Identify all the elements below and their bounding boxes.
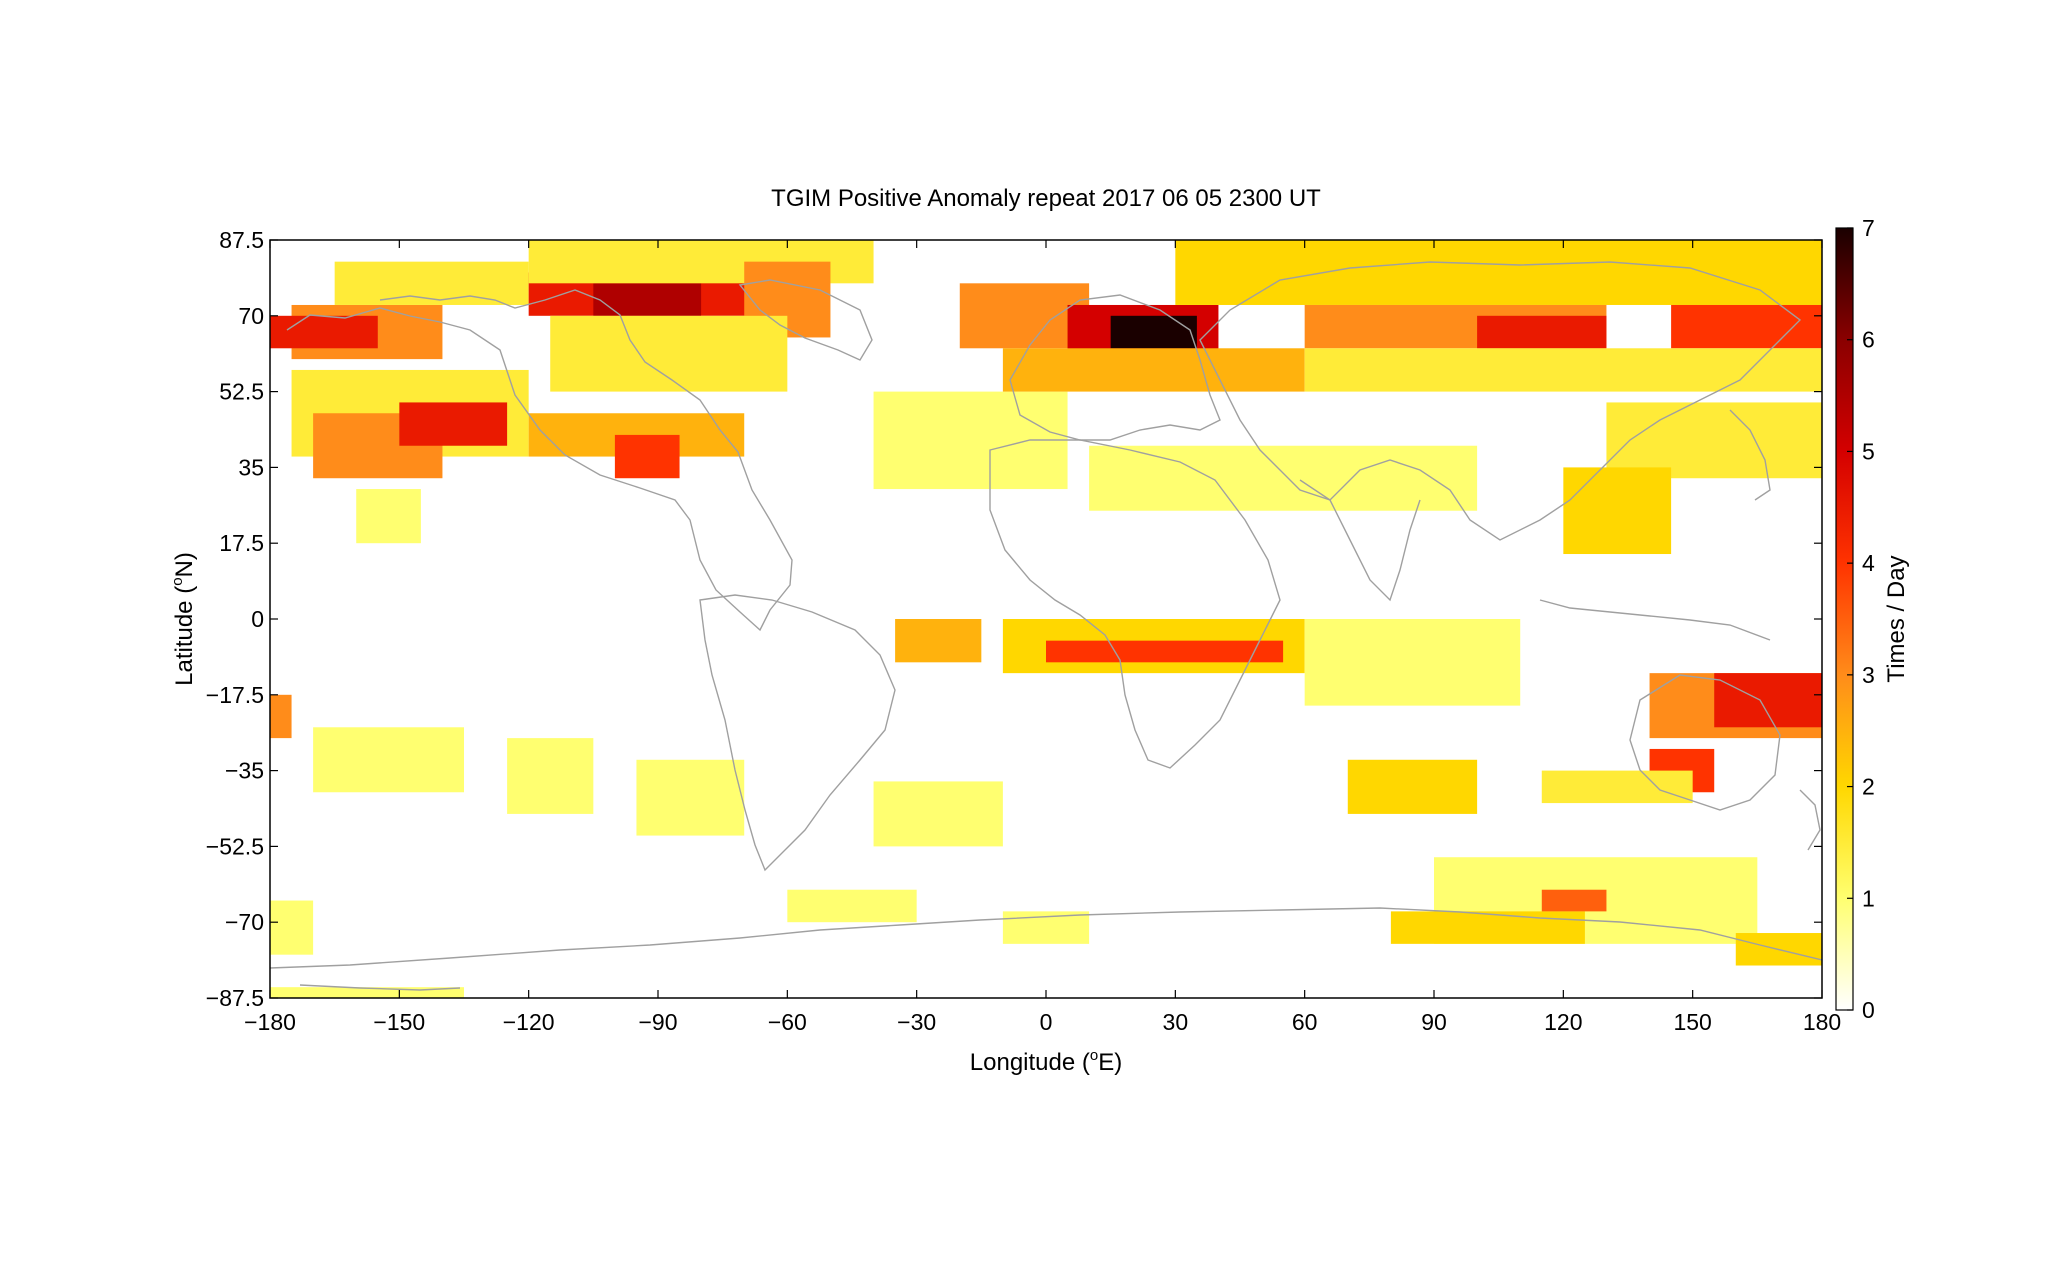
heatmap-cell-8 bbox=[593, 283, 702, 316]
heatmap-cell-17 bbox=[1110, 315, 1197, 349]
x-tick-label: 120 bbox=[1544, 1009, 1582, 1035]
coast-antarctica bbox=[270, 907, 1822, 969]
heatmap-cell-21 bbox=[1477, 315, 1607, 349]
y-tick-label: 52.5 bbox=[219, 379, 264, 405]
coast-new-zealand bbox=[1799, 789, 1821, 851]
colorbar-tick-label: 1 bbox=[1862, 885, 1875, 911]
coast-africa bbox=[989, 439, 1281, 769]
y-tick-label: −87.5 bbox=[206, 985, 264, 1011]
heatmap-cell-35 bbox=[873, 781, 1003, 847]
heatmap-cell-29 bbox=[1046, 640, 1284, 663]
heatmap-cell-19 bbox=[1175, 240, 1822, 305]
y-axis-label-degree: o bbox=[169, 577, 186, 585]
x-tick-label: −180 bbox=[244, 1009, 296, 1035]
heatmap-cell-25 bbox=[1563, 467, 1672, 555]
x-tick-label: −90 bbox=[638, 1009, 677, 1035]
plot-area bbox=[269, 239, 1823, 999]
y-tick-label: 87.5 bbox=[219, 227, 264, 253]
heatmap-cell-18 bbox=[1002, 348, 1305, 392]
heatmap-cell-31 bbox=[313, 727, 464, 793]
coast-north-america bbox=[286, 289, 793, 632]
y-axis-ticks: 87.5 70 52.5 35 17.5 0 −17.5 −35 −52.5 −70 −87.5 bbox=[206, 227, 1822, 1011]
y-tick-label: −52.5 bbox=[206, 833, 264, 859]
heatmap-cell-22 bbox=[1671, 304, 1822, 349]
heatmap-cell-32 bbox=[270, 694, 292, 739]
colorbar-label: Times / Day bbox=[1883, 555, 1910, 682]
heatmap-cell-11 bbox=[550, 315, 788, 392]
coastline-outlines bbox=[270, 261, 1822, 991]
heatmap-cell-45 bbox=[270, 900, 314, 955]
coast-south-america bbox=[699, 594, 896, 872]
x-tick-label: −120 bbox=[503, 1009, 555, 1035]
heatmap-cell-5 bbox=[399, 402, 508, 446]
coast-antarctica-shelf bbox=[299, 984, 461, 991]
x-tick-label: 150 bbox=[1673, 1009, 1711, 1035]
coast-india bbox=[1299, 479, 1421, 602]
heatmap-cell-36 bbox=[1347, 759, 1478, 814]
x-axis-label-unit: E) bbox=[1098, 1049, 1122, 1076]
coast-japan bbox=[1729, 409, 1771, 501]
y-axis-label-unit: N) bbox=[171, 552, 198, 577]
chart-title: TGIM Positive Anomaly repeat 2017 06 05 … bbox=[771, 185, 1321, 212]
x-axis-label: Longitude (oE) bbox=[970, 1047, 1122, 1076]
x-tick-label: 30 bbox=[1163, 1009, 1189, 1035]
x-tick-label: 180 bbox=[1803, 1009, 1841, 1035]
colorbar-ticks: 0 1 2 3 4 5 6 7 bbox=[1847, 215, 1875, 1023]
y-axis-label: Latitude (oN) bbox=[169, 552, 198, 686]
heatmap-cell-40 bbox=[1541, 770, 1693, 804]
colorbar-tick-label: 3 bbox=[1862, 662, 1875, 688]
colorbar: 0 1 2 3 4 5 6 7 Times / Day bbox=[1835, 215, 1910, 1023]
heatmap-cell-43 bbox=[1541, 889, 1607, 912]
y-tick-label: 17.5 bbox=[219, 530, 264, 556]
coast-indonesia bbox=[1539, 599, 1771, 641]
y-tick-label: 70 bbox=[238, 303, 264, 329]
y-tick-label: −17.5 bbox=[206, 682, 264, 708]
heatmap-cell-6 bbox=[356, 489, 421, 544]
colorbar-tick-label: 2 bbox=[1862, 774, 1875, 800]
heatmap-cell-42 bbox=[1390, 911, 1585, 944]
heatmap-cell-2 bbox=[334, 261, 529, 305]
heatmap-cell-34 bbox=[636, 759, 745, 836]
x-axis-label-degree: o bbox=[1090, 1047, 1098, 1064]
coast-europe bbox=[1009, 294, 1221, 441]
x-tick-label: −30 bbox=[897, 1009, 936, 1035]
heatmap-cell-27 bbox=[895, 619, 982, 663]
coast-asia bbox=[1199, 261, 1802, 541]
heatmap-cell-23 bbox=[1304, 348, 1822, 392]
heatmap-cell-46 bbox=[270, 987, 464, 998]
heatmap-cell-24 bbox=[1606, 402, 1822, 479]
colorbar-tick-label: 6 bbox=[1862, 327, 1875, 353]
coast-greenland bbox=[738, 279, 873, 361]
x-tick-label: −150 bbox=[373, 1009, 425, 1035]
x-tick-label: −60 bbox=[768, 1009, 807, 1035]
heatmap-cell-33 bbox=[507, 738, 594, 814]
y-tick-label: −70 bbox=[225, 909, 264, 935]
y-tick-label: 0 bbox=[251, 606, 264, 632]
heatmap-cell-38 bbox=[1714, 673, 1822, 728]
heatmap-cell-47 bbox=[787, 889, 917, 923]
x-axis-ticks: −180 −150 −120 −90 −60 −30 0 30 60 90 120 150 180 bbox=[244, 240, 1841, 1035]
heatmap-cells bbox=[270, 240, 1822, 998]
colorbar-tick-label: 0 bbox=[1862, 997, 1875, 1023]
y-tick-label: −35 bbox=[225, 758, 264, 784]
colorbar-tick-label: 4 bbox=[1862, 550, 1875, 576]
heatmap-cell-30 bbox=[1304, 619, 1521, 706]
heatmap-cell-1 bbox=[270, 315, 378, 349]
colorbar-gradient bbox=[1835, 227, 1854, 1011]
x-tick-label: 60 bbox=[1292, 1009, 1318, 1035]
y-tick-label: 35 bbox=[238, 454, 264, 480]
heatmap-cell-26 bbox=[1089, 445, 1478, 511]
colorbar-tick-label: 5 bbox=[1862, 438, 1875, 464]
colorbar-tick-label: 7 bbox=[1862, 215, 1875, 241]
y-axis-label-main: Latitude ( bbox=[171, 586, 198, 686]
x-axis-label-main: Longitude ( bbox=[970, 1049, 1090, 1076]
x-tick-label: 90 bbox=[1421, 1009, 1447, 1035]
heatmap-cell-13 bbox=[614, 434, 680, 479]
coast-australia bbox=[1629, 674, 1781, 811]
x-tick-label: 0 bbox=[1040, 1009, 1053, 1035]
